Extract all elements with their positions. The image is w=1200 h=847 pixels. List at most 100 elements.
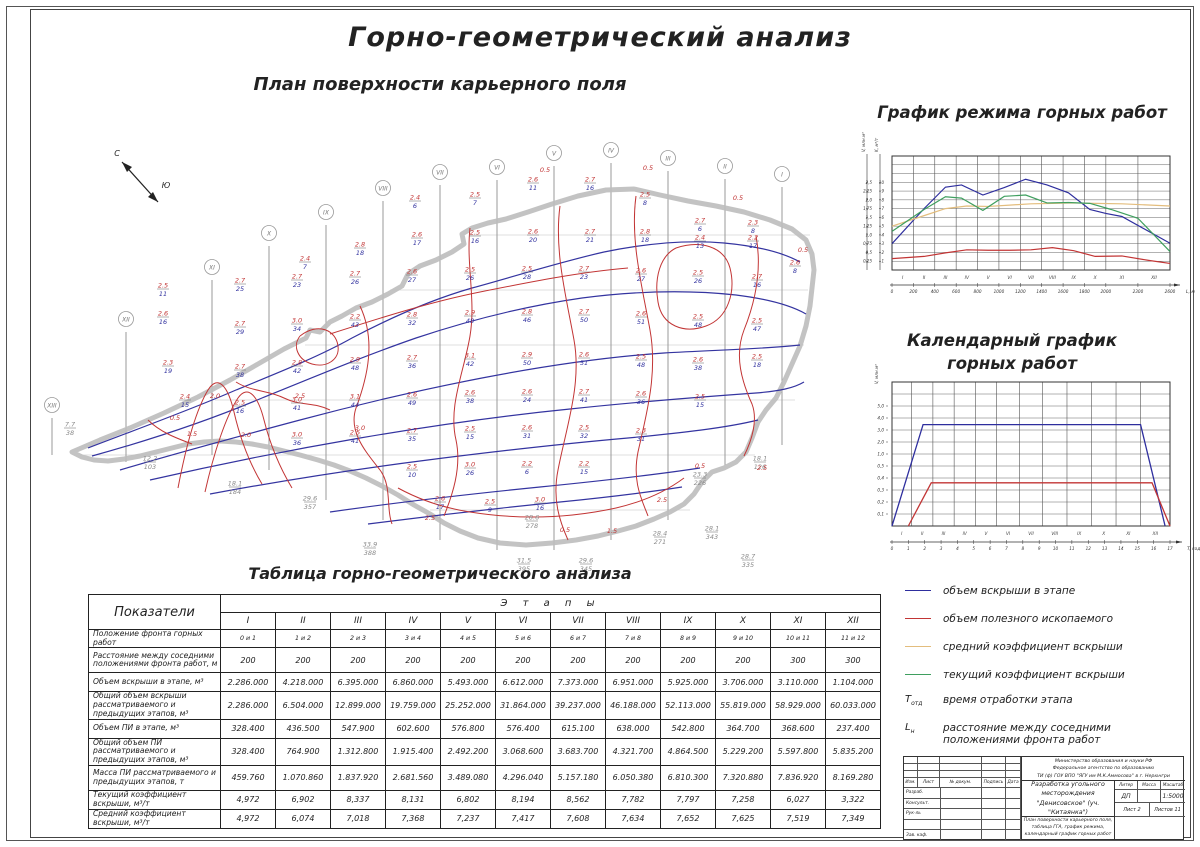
map-cell-label: 2.846 <box>521 308 533 324</box>
map-cell-label-bottom: 16 <box>159 318 167 326</box>
map-cell-label-top: 2.3 <box>748 219 758 227</box>
table-cell-value: 4.218.000 <box>275 672 331 693</box>
y-axis-title: V, млн.м³ <box>874 364 879 384</box>
sheets-total: Листов 11 <box>1150 803 1185 817</box>
map-cell-label-bottom: 36 <box>408 362 416 370</box>
map-cell-label: 2.620 <box>527 228 539 244</box>
stamp-row: Консульт. <box>904 798 1022 810</box>
map-cell-label-top: 2.4 <box>180 393 190 401</box>
table-row-label: Объем вскрыши в этапе, м³ <box>88 672 221 693</box>
table-header-stage: IV <box>385 611 441 630</box>
table-cell-value: 300 <box>825 647 881 674</box>
map-cell-label-bottom: 49 <box>408 399 416 407</box>
blue-contour-line <box>149 381 805 481</box>
stamp-date-cell <box>1006 809 1022 819</box>
stamp-date-cell <box>1006 788 1022 798</box>
stamp-role-cell: Консульт. <box>904 798 941 809</box>
x-tick-label: 800 <box>974 289 982 294</box>
page-title: Горно-геометрический анализ <box>348 22 852 53</box>
table-cell-value: 1.104.000 <box>825 672 881 693</box>
map-cell-label: 2.741 <box>578 388 590 404</box>
map-cell-label: 2.46 <box>409 194 421 210</box>
map-cell-label-top: 2.2 <box>522 460 532 468</box>
table-cell-value: 764.900 <box>275 737 331 766</box>
map-cell-label-top: 2.7 <box>579 388 590 396</box>
column-circle <box>603 142 619 158</box>
table-row-label: Общий объем вскрыши рассматриваемого и п… <box>88 691 221 720</box>
map-edge-label-top: 28.1 <box>705 525 719 533</box>
column-numeral: XII <box>121 316 130 323</box>
stage-label: VII <box>1028 531 1034 537</box>
stamp-empty-cell <box>982 771 1006 777</box>
stage-label: III <box>943 275 948 281</box>
map-cell-label-bottom: 31 <box>637 435 645 443</box>
table-header-stage: VIII <box>605 611 661 630</box>
plot-border <box>891 155 1171 271</box>
map-cell-label: 2.415 <box>179 393 191 409</box>
stage-label: VII <box>1028 275 1034 281</box>
map-cell-label-top: 2.7 <box>292 273 303 281</box>
x-tick-label: 12 <box>1086 546 1092 551</box>
column-circle <box>261 225 277 241</box>
map-cell-label-bottom: 34 <box>293 325 301 333</box>
legend-item-label: средний коэффициент вскрыши <box>943 640 1123 653</box>
map-cell-label: 3.036 <box>291 431 303 447</box>
map-cell-label-top: 2.6 <box>636 267 646 275</box>
compass-south-label: Ю <box>162 181 171 190</box>
table-cell-value: 2.286.000 <box>220 672 276 693</box>
table-row: Масса ПИ рассматриваемого и предыдущих э… <box>88 764 881 791</box>
sheet-description: План поверхности карьерного поля, таблиц… <box>1022 817 1115 839</box>
scale-label: Масштаб <box>1161 781 1185 790</box>
stamp-empty-cell <box>904 757 918 763</box>
map-cell-label-top: 3.0 <box>292 317 302 325</box>
contour-value-label: 2.0 <box>210 392 220 400</box>
map-cell-label-top: 2.4 <box>300 255 310 263</box>
column-numeral: VII <box>436 169 444 176</box>
blue-contour-line <box>367 486 683 525</box>
table-cell-value: 200 <box>605 647 661 674</box>
regime-chart-title: График режима горных работ <box>877 103 1167 122</box>
map-cell-label-bottom: 15 <box>181 401 189 409</box>
table-header-stage: X <box>715 611 771 630</box>
table-cell-value: 7,519 <box>770 808 826 829</box>
stamp-row: Разраб. <box>904 788 1022 799</box>
stamp-role-cell <box>904 819 941 830</box>
map-cell-label-top: 2.8 <box>407 311 417 319</box>
table-cell-value: 7.836.920 <box>770 764 826 791</box>
map-cell-label: 2.518 <box>751 353 763 369</box>
table-cell-value: 6.860.000 <box>385 672 441 693</box>
contour-value-label: 2.5 <box>295 392 305 400</box>
map-cell-label-top: 2.7 <box>579 308 590 316</box>
table-cell-value: 328.400 <box>220 718 276 739</box>
stamp-empty-cell <box>982 764 1006 770</box>
y-right-tick: 4 <box>881 232 884 237</box>
map-cell-label: 3.016 <box>534 496 546 512</box>
column-circle <box>489 159 505 175</box>
contour-value-label: 2.5 <box>425 514 435 522</box>
legend-symbol-item: Lн расстояние между соседними положениями… <box>905 722 1190 746</box>
table-header-stage: VII <box>550 611 606 630</box>
map-cell-label-top: 2.7 <box>235 320 246 328</box>
map-cell-label-bottom: 11 <box>159 290 167 298</box>
map-cell-label-bottom: 26 <box>351 278 359 286</box>
table-cell-value: 11 и 12 <box>825 628 881 649</box>
legend-item: объем вскрыши в этапе <box>905 582 1190 599</box>
map-cell-label-top: 2.5 <box>465 425 475 433</box>
map-cell-label-bottom: 17 <box>436 503 445 511</box>
column-numeral: IX <box>323 209 330 216</box>
map-cell-label-bottom: 18 <box>641 236 649 244</box>
table-cell-value: 2 и 3 <box>330 628 386 649</box>
map-cell-label-bottom: 8 <box>643 199 647 207</box>
stamp-head-cell: Подпись <box>982 778 1006 787</box>
legend-color-line <box>905 618 931 619</box>
table-cell-value: 5.925.000 <box>660 672 716 693</box>
map-cell-label-bottom: 16 <box>236 407 244 415</box>
table-cell-value: 547.900 <box>330 718 386 739</box>
stage-label: IX <box>1077 531 1082 537</box>
column-numeral: XI <box>208 264 215 271</box>
table-cell-value: 7,349 <box>825 808 881 829</box>
table-cell-value: 7,018 <box>330 808 386 829</box>
